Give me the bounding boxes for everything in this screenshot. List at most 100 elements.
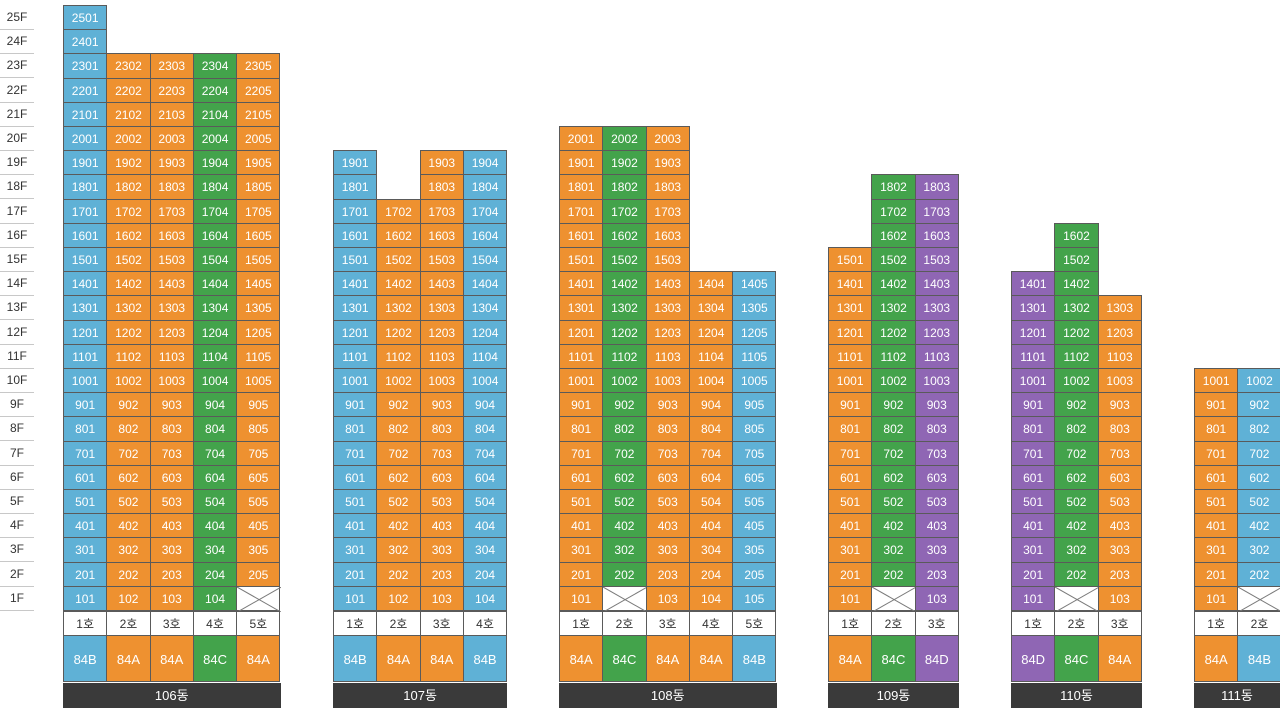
unit-cell[interactable]: 1103 <box>645 343 690 369</box>
unit-cell[interactable]: 701 <box>828 440 873 466</box>
unit-cell[interactable]: 1601 <box>63 222 108 248</box>
unit-cell[interactable]: 904 <box>462 392 508 418</box>
unit-cell[interactable]: 1305 <box>236 295 281 321</box>
unit-cell[interactable]: 1001 <box>559 368 604 394</box>
unit-cell[interactable]: 705 <box>236 440 281 466</box>
unit-cell[interactable]: 103 <box>1097 585 1142 611</box>
unit-cell[interactable]: 804 <box>688 416 734 442</box>
unit-cell[interactable]: 1502 <box>871 247 916 273</box>
unit-cell[interactable]: 402 <box>106 513 151 539</box>
unit-cell[interactable]: 1402 <box>376 271 421 297</box>
unit-cell[interactable]: 1102 <box>602 343 647 369</box>
unit-cell[interactable]: 905 <box>236 392 281 418</box>
unit-cell[interactable]: 1403 <box>419 271 464 297</box>
unit-cell[interactable]: 1201 <box>559 319 604 345</box>
unit-cell[interactable]: 2102 <box>106 101 151 127</box>
unit-cell[interactable]: 2301 <box>63 53 108 79</box>
unit-cell[interactable]: 201 <box>828 561 873 587</box>
unit-cell[interactable]: 1405 <box>732 271 777 297</box>
unit-cell[interactable]: 901 <box>333 392 378 418</box>
unit-cell[interactable]: 1403 <box>914 271 959 297</box>
unit-cell[interactable]: 403 <box>149 513 194 539</box>
unit-cell[interactable]: 1104 <box>688 343 734 369</box>
unit-cell[interactable]: 1205 <box>732 319 777 345</box>
unit-cell[interactable]: 801 <box>1194 416 1239 442</box>
unit-cell[interactable]: 201 <box>333 561 378 587</box>
unit-cell[interactable]: 904 <box>192 392 238 418</box>
unit-cell[interactable]: 1002 <box>1237 368 1280 394</box>
unit-cell[interactable]: 1101 <box>333 343 378 369</box>
unit-cell[interactable]: 401 <box>828 513 873 539</box>
unit-cell[interactable]: 802 <box>106 416 151 442</box>
unit-cell[interactable]: 1302 <box>376 295 421 321</box>
unit-cell[interactable]: 201 <box>1011 561 1056 587</box>
unit-cell[interactable]: 204 <box>192 561 238 587</box>
unit-cell[interactable]: 1303 <box>419 295 464 321</box>
unit-cell[interactable]: 304 <box>462 537 508 563</box>
unit-cell[interactable]: 1904 <box>462 150 508 176</box>
unit-cell[interactable]: 601 <box>1194 464 1239 490</box>
unit-cell[interactable]: 805 <box>236 416 281 442</box>
unit-cell[interactable]: 203 <box>419 561 464 587</box>
unit-cell[interactable]: 1502 <box>1054 247 1099 273</box>
unit-cell[interactable]: 501 <box>63 489 108 515</box>
unit-cell[interactable]: 104 <box>462 585 508 611</box>
unit-cell[interactable]: 1101 <box>828 343 873 369</box>
unit-cell[interactable]: 303 <box>419 537 464 563</box>
unit-cell[interactable]: 302 <box>106 537 151 563</box>
unit-cell[interactable]: 702 <box>106 440 151 466</box>
unit-cell[interactable]: 2304 <box>192 53 238 79</box>
unit-cell[interactable]: 1103 <box>419 343 464 369</box>
unit-cell[interactable]: 1501 <box>333 247 378 273</box>
unit-cell[interactable]: 702 <box>1237 440 1280 466</box>
unit-cell[interactable]: 503 <box>645 489 690 515</box>
unit-cell[interactable]: 802 <box>602 416 647 442</box>
unit-cell[interactable]: 402 <box>1054 513 1099 539</box>
unit-cell[interactable]: 1004 <box>192 368 238 394</box>
unit-cell[interactable]: 503 <box>914 489 959 515</box>
unit-cell[interactable]: 801 <box>559 416 604 442</box>
unit-cell[interactable]: 1105 <box>236 343 281 369</box>
unit-cell[interactable]: 502 <box>1054 489 1099 515</box>
unit-cell[interactable]: 1603 <box>419 222 464 248</box>
unit-cell[interactable]: 703 <box>149 440 194 466</box>
unit-cell[interactable]: 1101 <box>1011 343 1056 369</box>
unit-cell[interactable]: 1803 <box>645 174 690 200</box>
unit-cell[interactable]: 1303 <box>1097 295 1142 321</box>
unit-cell[interactable]: 601 <box>1011 464 1056 490</box>
unit-cell[interactable]: 1001 <box>828 368 873 394</box>
unit-cell[interactable]: 1704 <box>192 198 238 224</box>
unit-cell[interactable]: 1805 <box>236 174 281 200</box>
unit-cell[interactable]: 1004 <box>462 368 508 394</box>
unit-cell[interactable]: 1304 <box>462 295 508 321</box>
unit-cell[interactable]: 1603 <box>914 222 959 248</box>
unit-cell[interactable]: 502 <box>871 489 916 515</box>
unit-cell[interactable]: 901 <box>1011 392 1056 418</box>
unit-cell[interactable]: 1501 <box>63 247 108 273</box>
unit-cell[interactable]: 1302 <box>871 295 916 321</box>
unit-cell[interactable]: 1604 <box>192 222 238 248</box>
unit-cell[interactable]: 2005 <box>236 126 281 152</box>
unit-cell[interactable]: 701 <box>559 440 604 466</box>
unit-cell[interactable]: 1502 <box>602 247 647 273</box>
unit-cell[interactable]: 502 <box>376 489 421 515</box>
unit-cell[interactable]: 1401 <box>559 271 604 297</box>
unit-cell[interactable]: 201 <box>63 561 108 587</box>
unit-cell[interactable]: 104 <box>192 585 238 611</box>
unit-cell[interactable]: 1303 <box>149 295 194 321</box>
unit-cell[interactable]: 1301 <box>63 295 108 321</box>
unit-cell[interactable]: 1901 <box>63 150 108 176</box>
unit-cell[interactable]: 1901 <box>559 150 604 176</box>
unit-cell[interactable]: 803 <box>149 416 194 442</box>
unit-cell[interactable]: 802 <box>376 416 421 442</box>
unit-cell[interactable]: 1403 <box>149 271 194 297</box>
unit-cell[interactable]: 1102 <box>106 343 151 369</box>
unit-cell[interactable]: 602 <box>871 464 916 490</box>
unit-cell[interactable]: 304 <box>688 537 734 563</box>
unit-cell[interactable]: 2204 <box>192 77 238 103</box>
unit-cell[interactable]: 605 <box>236 464 281 490</box>
unit-cell[interactable]: 1204 <box>688 319 734 345</box>
unit-cell[interactable]: 1505 <box>236 247 281 273</box>
unit-cell[interactable]: 302 <box>376 537 421 563</box>
unit-cell[interactable]: 401 <box>333 513 378 539</box>
